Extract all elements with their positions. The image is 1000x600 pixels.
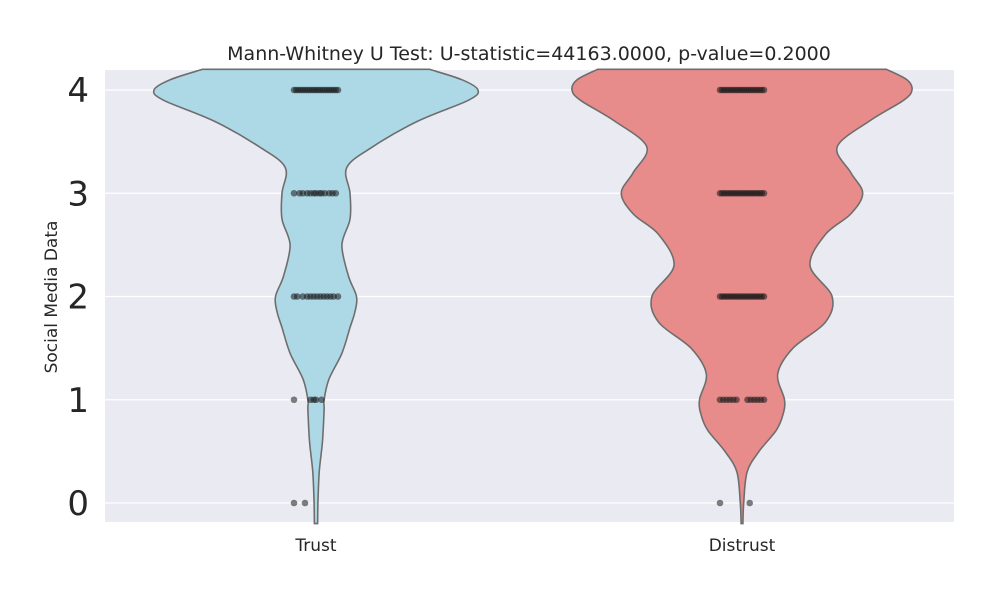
data-point bbox=[318, 396, 325, 404]
x-tick-label: Trust bbox=[294, 536, 337, 556]
data-point bbox=[746, 499, 753, 507]
y-tick-label: 4 bbox=[67, 71, 89, 111]
data-point bbox=[760, 396, 768, 404]
y-tick-label: 3 bbox=[67, 174, 89, 214]
y-axis-label: Social Media Data bbox=[42, 221, 62, 374]
strip-points bbox=[290, 86, 768, 507]
y-tick-label: 1 bbox=[67, 381, 89, 421]
x-tick-label: Distrust bbox=[709, 536, 776, 556]
data-point bbox=[332, 189, 340, 197]
data-point bbox=[290, 499, 298, 507]
data-point bbox=[301, 499, 309, 507]
data-point bbox=[760, 293, 768, 300]
chart-title: Mann-Whitney U Test: U-statistic=44163.0… bbox=[227, 43, 831, 65]
y-tick-labels: 0 1 2 3 4 bbox=[67, 71, 89, 524]
data-point bbox=[294, 293, 301, 300]
data-point bbox=[716, 499, 724, 507]
data-point bbox=[334, 86, 342, 94]
data-point bbox=[733, 396, 740, 404]
data-point bbox=[312, 396, 320, 404]
y-tick-label: 2 bbox=[67, 278, 89, 318]
x-tick-labels: Trust Distrust bbox=[294, 536, 775, 556]
data-point bbox=[290, 396, 298, 404]
data-point bbox=[760, 86, 768, 94]
data-point bbox=[760, 189, 768, 197]
data-point bbox=[334, 293, 342, 300]
y-tick-label: 0 bbox=[67, 484, 89, 524]
data-point bbox=[290, 189, 298, 197]
